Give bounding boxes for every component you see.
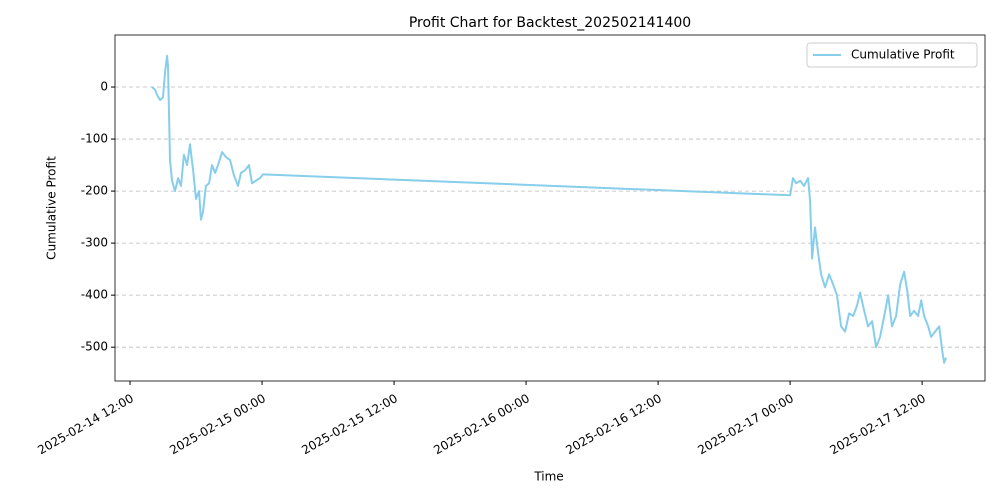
line [151, 54, 948, 364]
x-tick-label: 2025-02-15 12:00 [299, 391, 400, 457]
y-tick-label: -500 [81, 340, 108, 354]
x-tick-label: 2025-02-14 12:00 [35, 391, 136, 457]
chart-title: Profit Chart for Backtest_202502141400 [409, 15, 691, 31]
y-tick-label: -300 [81, 236, 108, 250]
y-tick-label: -200 [81, 184, 108, 198]
legend-box [806, 42, 978, 68]
x-tick-label: 2025-02-17 12:00 [827, 391, 928, 457]
y-tick-label: -400 [81, 288, 108, 302]
x-tick-label: 2025-02-17 00:00 [695, 391, 796, 457]
legend-label: Cumulative Profit [851, 48, 955, 62]
plot-frame [114, 34, 986, 382]
y-tick-label: -100 [81, 132, 108, 146]
x-tick-label: 2025-02-16 12:00 [563, 391, 664, 457]
x-tick-label: 2025-02-15 00:00 [167, 391, 268, 457]
legend: Cumulative Profit [806, 42, 978, 68]
y-axis-label: Cumulative Profit [45, 156, 59, 260]
x-tick-label: 2025-02-16 00:00 [431, 391, 532, 457]
y-tick-label: 0 [100, 80, 108, 94]
x-axis-label: Time [533, 470, 563, 484]
